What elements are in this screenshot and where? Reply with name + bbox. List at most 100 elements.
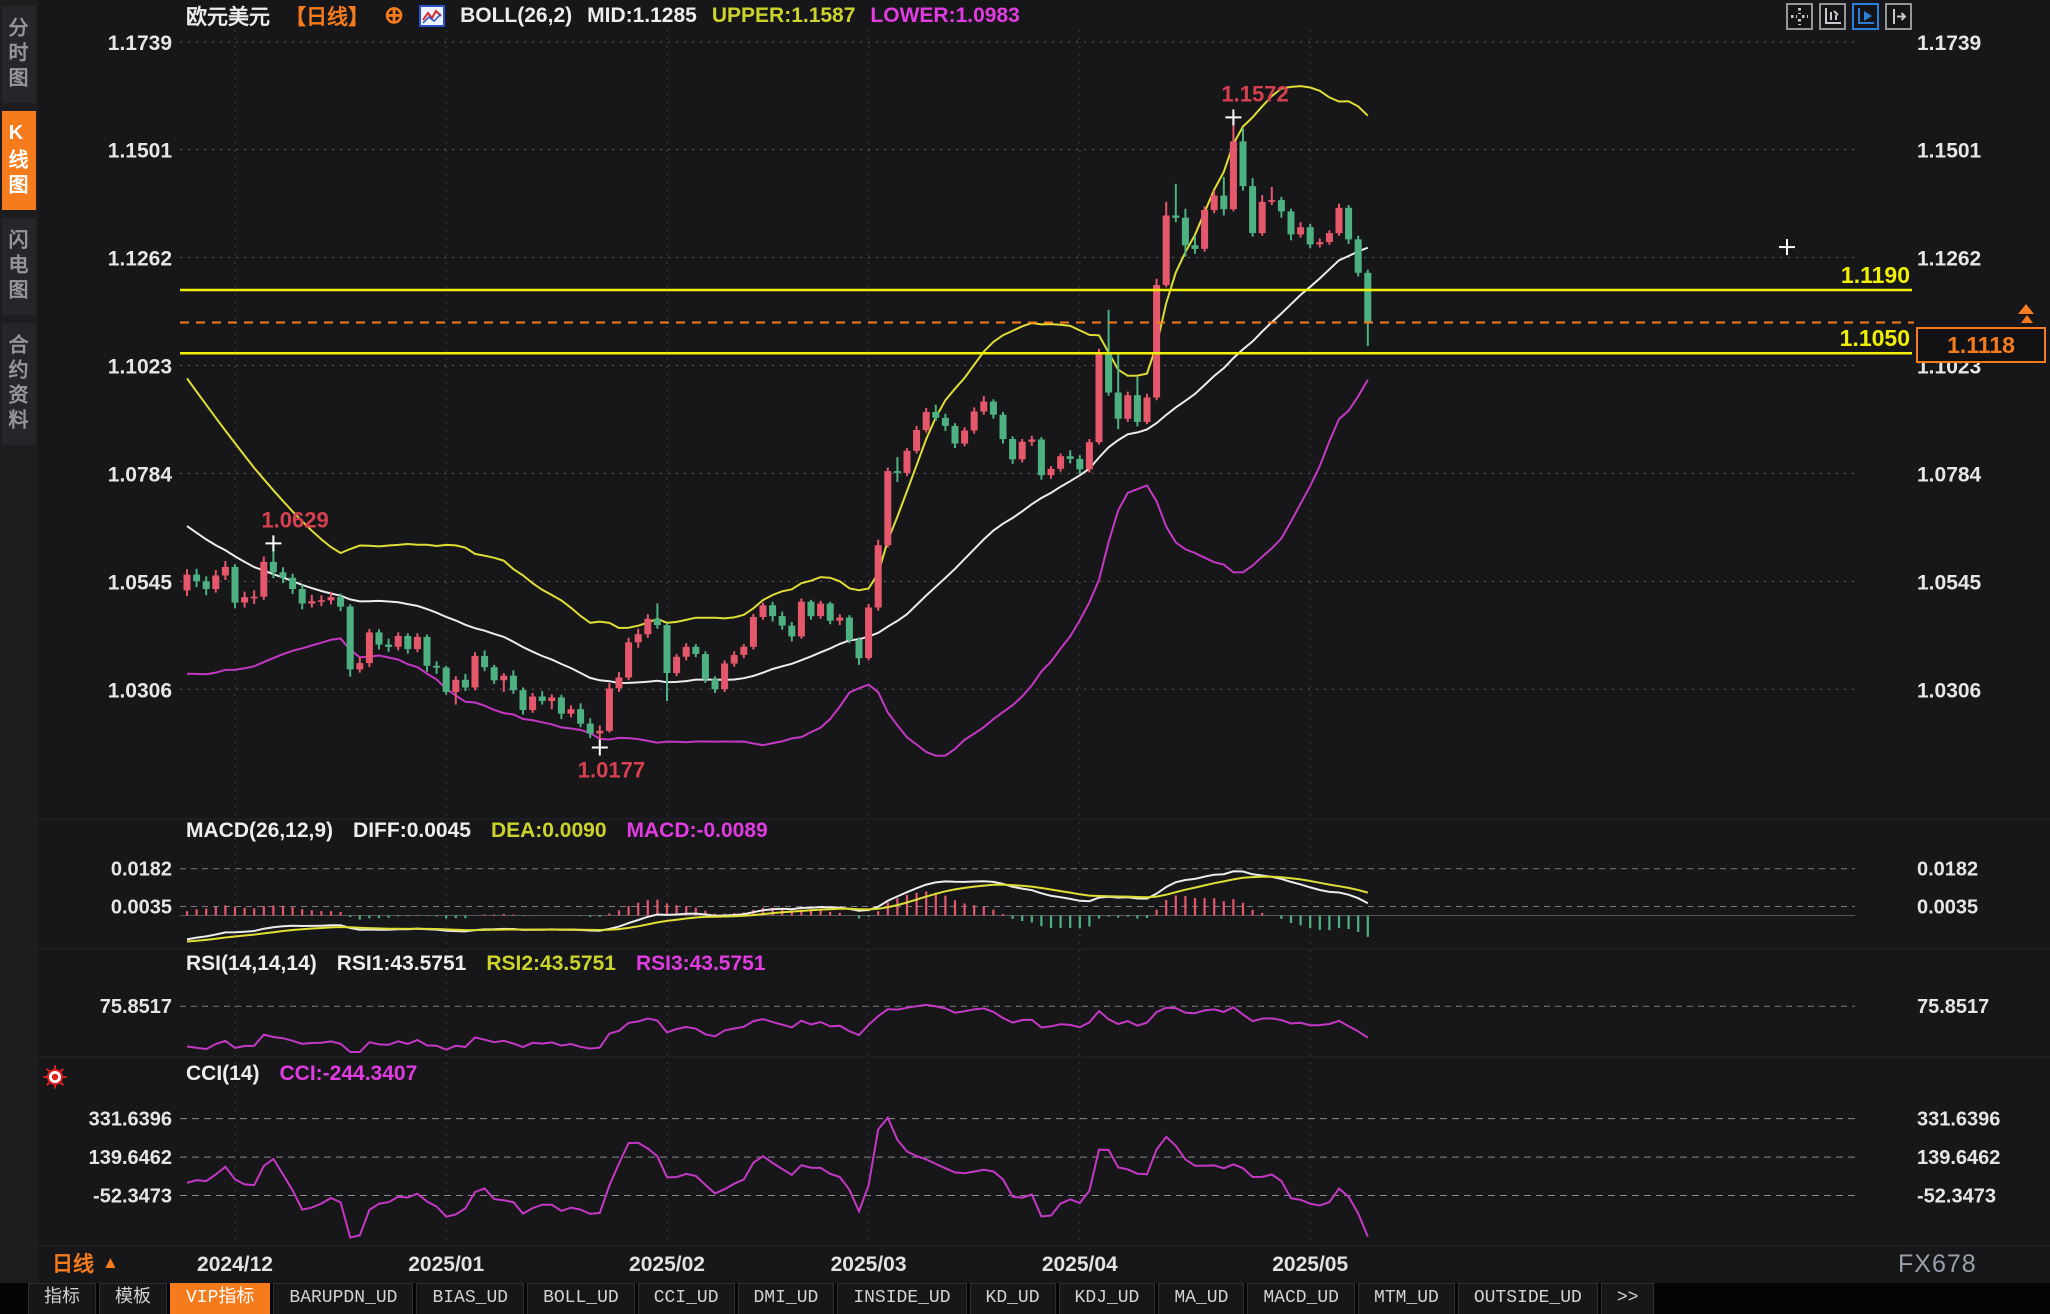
candles-layer (183, 117, 1372, 748)
price-up-arrow-small-icon (2021, 315, 2033, 323)
svg-text:2025/03: 2025/03 (831, 1253, 907, 1276)
rsi-header: RSI(14,14,14) RSI1:43.5751 RSI2:43.5751 … (186, 952, 766, 976)
tab-14[interactable]: OUTSIDE_UD (1457, 1283, 1598, 1314)
tab-12[interactable]: MACD_UD (1247, 1283, 1355, 1314)
chart-toolbar (1786, 3, 1912, 30)
sidebar-item-0[interactable]: 分时图 (2, 6, 36, 103)
svg-text:1.0545: 1.0545 (1917, 571, 1982, 594)
tab-8[interactable]: INSIDE_UD (837, 1283, 967, 1314)
tab-7[interactable]: DMI_UD (737, 1283, 835, 1314)
svg-text:1.1262: 1.1262 (108, 247, 172, 270)
rsi-title: RSI(14,14,14) (186, 952, 317, 975)
svg-text:-52.3473: -52.3473 (93, 1185, 172, 1207)
chart-type-icon[interactable] (419, 5, 446, 27)
svg-text:1.0629: 1.0629 (261, 507, 328, 532)
axis-shift-icon[interactable] (1885, 3, 1912, 30)
tab-3[interactable]: BARUPDN_UD (273, 1283, 414, 1314)
tab-15[interactable]: >> (1600, 1283, 1655, 1314)
pan-crosshair-icon[interactable] (1786, 3, 1813, 30)
tab-10[interactable]: KDJ_UD (1058, 1283, 1156, 1314)
rsi2-value: RSI2:43.5751 (486, 952, 616, 975)
macd-pane: 0.0182 0.0182 0.0035 0.0035 (111, 859, 1978, 943)
svg-text:75.8517: 75.8517 (1917, 996, 1989, 1018)
main-grid-and-axis: 1.1739 1.1739 1.1501 1.1501 1.1262 1.1262 1.10… (108, 32, 1982, 1276)
macd-diff-value: DIFF:0.0045 (353, 819, 471, 842)
svg-text:1.0784: 1.0784 (1917, 463, 1982, 486)
price-up-arrow-icon (2018, 304, 2034, 314)
sidebar-item-1[interactable]: K线图 (2, 111, 36, 210)
svg-text:-52.3473: -52.3473 (1917, 1185, 1996, 1207)
svg-text:75.8517: 75.8517 (100, 996, 172, 1018)
svg-text:2025/02: 2025/02 (629, 1253, 705, 1276)
svg-text:0.0035: 0.0035 (1917, 896, 1978, 918)
svg-text:2025/01: 2025/01 (408, 1253, 484, 1276)
svg-text:1.1050: 1.1050 (1840, 325, 1910, 351)
cci-title: CCI(14) (186, 1062, 260, 1085)
sidebar: 分时图 K线图闪电图合约资料 (0, 0, 38, 1283)
macd-header: MACD(26,12,9) DIFF:0.0045 DEA:0.0090 MAC… (186, 819, 768, 843)
chevron-up-icon: ▲ (102, 1253, 119, 1272)
tab-bar: 指标 模板 VIP指标 BARUPDN_UD BIAS_UD BOLL_UD CCI_UD D… (0, 1283, 2050, 1314)
svg-text:1.1190: 1.1190 (1841, 262, 1910, 288)
svg-text:0.0182: 0.0182 (111, 859, 172, 881)
sidebar-item-3[interactable]: 合约资料 (2, 323, 36, 445)
macd-dea-value: DEA:0.0090 (490, 819, 607, 842)
tab-5[interactable]: BOLL_UD (527, 1283, 635, 1314)
cci-pane: 331.6396 331.6396 139.6462 139.6462 -52.3473… (89, 1109, 2000, 1239)
svg-text:139.6462: 139.6462 (89, 1147, 172, 1169)
svg-text:0.0035: 0.0035 (111, 896, 172, 918)
axis-play-icon-active[interactable] (1852, 3, 1879, 30)
alert-sun-icon[interactable] (42, 1064, 68, 1095)
svg-text:1.1501: 1.1501 (108, 140, 173, 163)
current-price-badge: 1.1118 (1916, 326, 2046, 363)
svg-text:1.0784: 1.0784 (108, 463, 173, 486)
cci-header: CCI(14) CCI:-244.3407 (186, 1062, 417, 1086)
svg-text:1.1572: 1.1572 (1221, 81, 1288, 106)
period-label: 日线 (52, 1253, 94, 1276)
macd-title: MACD(26,12,9) (186, 819, 334, 842)
boll-upper-value: UPPER:1.1587 (711, 4, 856, 27)
sidebar-item-2[interactable]: 闪电图 (2, 218, 36, 315)
add-indicator-icon[interactable]: ⊕ (384, 2, 405, 29)
tab-4[interactable]: BIAS_UD (416, 1283, 525, 1314)
svg-text:1.0177: 1.0177 (578, 758, 645, 783)
tab-1[interactable]: 模板 (99, 1283, 167, 1314)
svg-text:1.1501: 1.1501 (1917, 140, 1982, 163)
svg-text:0.0182: 0.0182 (1917, 859, 1978, 881)
tab-13[interactable]: MTM_UD (1358, 1283, 1455, 1314)
tab-2[interactable]: VIP指标 (170, 1283, 271, 1314)
svg-text:2025/04: 2025/04 (1042, 1253, 1118, 1276)
svg-text:331.6396: 331.6396 (1917, 1109, 2000, 1131)
annotations: 1.1572 1.0629 1.0177 (261, 81, 1795, 783)
axis-scale-icon[interactable] (1819, 3, 1846, 30)
svg-text:331.6396: 331.6396 (89, 1109, 172, 1131)
rsi1-value: RSI1:43.5751 (336, 952, 467, 975)
rsi-pane: 75.8517 75.8517 (100, 996, 1989, 1053)
period-selector[interactable]: 日线 ▲ (52, 1248, 119, 1278)
tab-0[interactable]: 指标 (28, 1283, 96, 1314)
macd-macd-value: MACD:-0.0089 (626, 819, 768, 842)
boll-mid-value: MID:1.1285 (587, 4, 697, 27)
tab-9[interactable]: KD_UD (969, 1283, 1056, 1314)
svg-text:1.0306: 1.0306 (1917, 679, 1981, 702)
svg-text:2025/05: 2025/05 (1272, 1253, 1348, 1276)
period-tag: 【日线】 (285, 6, 369, 29)
tab-11[interactable]: MA_UD (1158, 1283, 1245, 1314)
svg-text:2024/12: 2024/12 (197, 1253, 273, 1276)
rsi3-value: RSI3:43.5751 (635, 952, 766, 975)
boll-name-label: BOLL(26,2) (460, 4, 573, 27)
chart-header: 欧元美元 【日线】 ⊕ BOLL(26,2) MID:1.1285 UPPER:… (186, 2, 1020, 30)
tab-6[interactable]: CCI_UD (637, 1283, 735, 1314)
svg-text:1.1262: 1.1262 (1917, 247, 1981, 270)
svg-text:1.1023: 1.1023 (108, 355, 172, 378)
boll-lower-value: LOWER:1.0983 (870, 4, 1020, 27)
svg-text:139.6462: 139.6462 (1917, 1147, 2000, 1169)
cci-value: CCI:-244.3407 (279, 1062, 418, 1085)
price-lines[interactable]: 1.1190 1.1050 (180, 262, 1914, 355)
watermark: FX678 (1898, 1250, 1977, 1278)
svg-text:1.1739: 1.1739 (108, 32, 172, 55)
svg-text:1.1739: 1.1739 (1917, 32, 1981, 55)
symbol-title: 欧元美元 (186, 6, 270, 29)
svg-text:1.0545: 1.0545 (108, 571, 173, 594)
